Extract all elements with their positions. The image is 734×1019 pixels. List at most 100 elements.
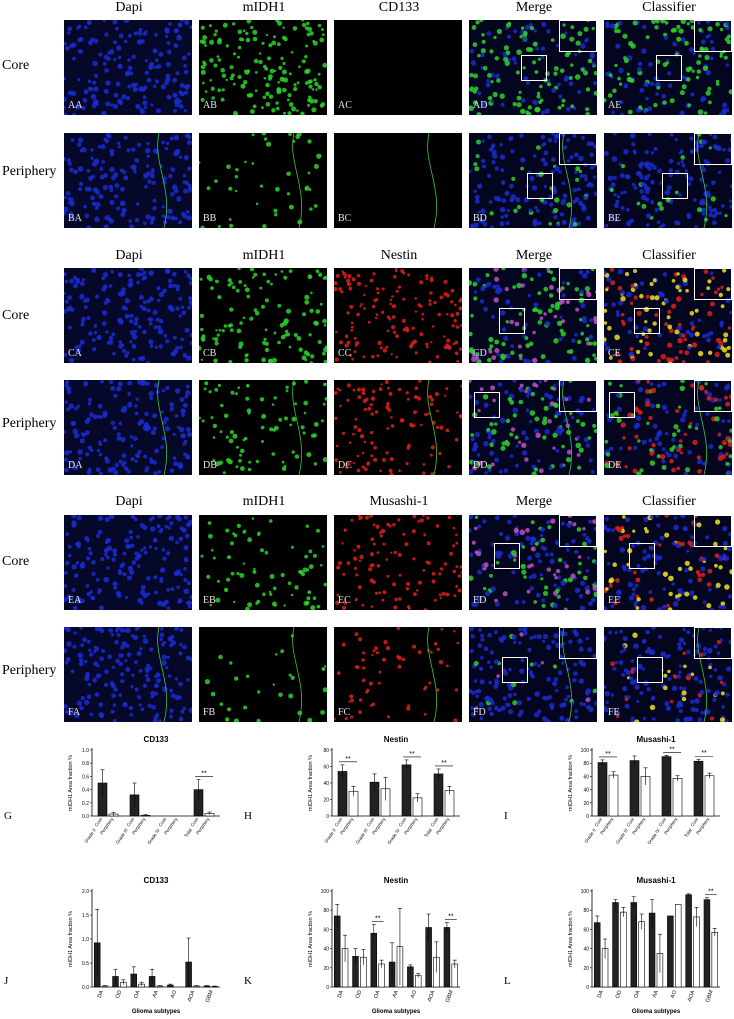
panel-label: EC bbox=[338, 595, 351, 606]
y-tick-label: 2.0 bbox=[82, 889, 89, 895]
zoom-region-box bbox=[521, 55, 547, 81]
y-axis-label: mIDH1 Area fraction % bbox=[308, 911, 314, 967]
col-header-dapi: Dapi bbox=[115, 248, 143, 263]
y-axis-label: mIDH1 Area fraction % bbox=[568, 911, 574, 967]
x-tick-label: OA bbox=[133, 989, 141, 999]
panel-label: CA bbox=[68, 348, 82, 359]
y-tick-label: 20 bbox=[323, 966, 329, 972]
micrograph-panel: FE bbox=[604, 627, 732, 722]
col-header-musashi1: Musashi-1 bbox=[369, 494, 429, 509]
panel-label: EB bbox=[203, 595, 216, 606]
x-tick-label: Core bbox=[126, 816, 136, 827]
bar-periphery bbox=[704, 775, 715, 817]
bar-periphery bbox=[638, 921, 645, 988]
micrograph-panel: BE bbox=[604, 133, 732, 228]
col-header-classifier: Classifier bbox=[642, 0, 696, 15]
bar-core bbox=[593, 922, 601, 988]
panel-label: BC bbox=[338, 213, 352, 224]
panel-label: DD bbox=[473, 460, 488, 471]
chart-K: Nestin 0 20 40 60 80 100 mIDH1 Area fraction % D… bbox=[300, 875, 470, 1015]
x-tick-label: Core bbox=[398, 816, 408, 827]
x-tick-label: AO bbox=[410, 989, 419, 999]
row-label-periphery: Periphery bbox=[2, 416, 57, 431]
chart-title: Musashi-1 bbox=[636, 735, 676, 744]
y-tick-label: 0.8 bbox=[82, 761, 89, 767]
x-group-label: Grade IV bbox=[386, 828, 400, 846]
x-tick-label: AA bbox=[652, 989, 660, 998]
micrograph-panel: AD bbox=[469, 20, 597, 115]
bar-core bbox=[661, 756, 672, 817]
col-header-midh1: mIDH1 bbox=[242, 0, 286, 15]
y-tick-label: 0 bbox=[586, 814, 589, 820]
x-tick-label: Core bbox=[334, 816, 344, 827]
y-tick-label: 0 bbox=[326, 814, 329, 820]
bar-core bbox=[612, 902, 619, 988]
y-axis-label: mIDH1 Area fraction % bbox=[308, 755, 314, 811]
x-tick-label: Core bbox=[690, 816, 700, 827]
y-tick-label: 20 bbox=[583, 801, 589, 807]
micrograph-panel: AC bbox=[334, 20, 462, 115]
col-header-merge: Merge bbox=[515, 0, 553, 15]
micrograph-panel: FB bbox=[199, 627, 327, 722]
micrograph-panel: BA bbox=[64, 133, 192, 228]
chart-title: CD133 bbox=[144, 735, 169, 744]
zoom-inset bbox=[559, 133, 597, 165]
x-tick-label: DA bbox=[337, 989, 345, 999]
micrograph-panel: AB bbox=[199, 20, 327, 115]
micrograph-panel: CE bbox=[604, 268, 732, 363]
micrograph-panel: EA bbox=[64, 515, 192, 610]
y-tick-label: 1.5 bbox=[82, 913, 89, 919]
chart-G: CD133 0.0 0.2 0.4 0.6 0.8 1.0 mIDH1 Area fracti… bbox=[60, 734, 230, 860]
zoom-region-box bbox=[527, 173, 553, 199]
y-axis-label: mIDH1 Area fraction % bbox=[568, 755, 574, 811]
col-header-dapi: Dapi bbox=[115, 494, 143, 509]
panel-label: AC bbox=[338, 100, 352, 111]
chart-letter: G bbox=[4, 810, 12, 822]
significance-label: ** bbox=[605, 751, 611, 758]
x-group-label: Grade II bbox=[583, 828, 596, 844]
row-label-periphery: Periphery bbox=[2, 164, 57, 179]
col-header-midh1: mIDH1 bbox=[242, 248, 286, 263]
panel-label: BA bbox=[68, 213, 82, 224]
zoom-inset bbox=[559, 515, 597, 547]
chart-letter: H bbox=[244, 810, 252, 822]
micrograph-panel: BB bbox=[199, 133, 327, 228]
col-header-cd133: CD133 bbox=[378, 0, 420, 15]
zoom-inset bbox=[694, 627, 732, 659]
zoom-region-box bbox=[494, 543, 520, 569]
x-tick-label: Core bbox=[658, 816, 668, 827]
significance-label: ** bbox=[448, 914, 454, 921]
chart-letter: L bbox=[504, 975, 511, 987]
zoom-inset bbox=[559, 20, 597, 52]
x-group-label: Total bbox=[423, 828, 433, 839]
x-tick-label: OA bbox=[373, 989, 381, 999]
zoom-region-box bbox=[634, 308, 660, 334]
micrograph-panel: EC bbox=[334, 515, 462, 610]
bar-periphery bbox=[674, 904, 682, 988]
panel-label: AD bbox=[473, 100, 488, 111]
chart-title: Nestin bbox=[384, 876, 409, 885]
bar-periphery bbox=[620, 911, 627, 988]
x-tick-label: GBM bbox=[445, 989, 455, 1003]
micrograph-panel: FD bbox=[469, 627, 597, 722]
x-group-label: Grade III bbox=[115, 828, 129, 845]
x-tick-label: Core bbox=[626, 816, 636, 827]
col-header-classifier: Classifier bbox=[642, 248, 696, 263]
x-axis-label: Glioma subtypes bbox=[372, 1009, 421, 1015]
micrograph-panel: CA bbox=[64, 268, 192, 363]
col-header-merge: Merge bbox=[515, 248, 553, 263]
y-tick-label: 0.5 bbox=[82, 961, 89, 967]
y-tick-label: 100 bbox=[321, 889, 330, 895]
y-tick-label: 100 bbox=[581, 748, 590, 754]
bar-core bbox=[667, 915, 674, 988]
significance-label: ** bbox=[375, 916, 381, 923]
zoom-region-box bbox=[609, 392, 635, 418]
x-group-label: Grade III bbox=[615, 828, 629, 845]
significance-label: ** bbox=[409, 751, 415, 758]
bar-periphery bbox=[711, 931, 719, 988]
y-tick-label: 40 bbox=[583, 947, 589, 953]
x-group-label: Grade IV bbox=[146, 828, 160, 846]
panel-label: AB bbox=[203, 100, 217, 111]
bar-periphery bbox=[693, 916, 700, 988]
bar-core bbox=[443, 927, 451, 988]
